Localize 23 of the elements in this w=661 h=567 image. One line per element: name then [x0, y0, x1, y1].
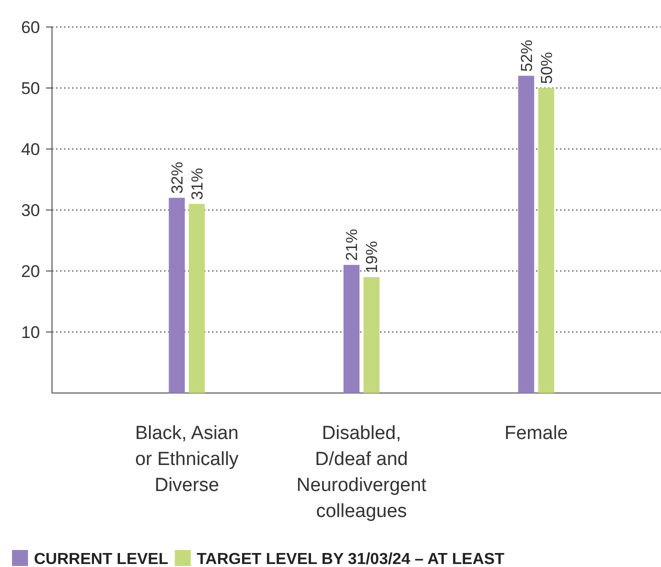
- legend-label: CURRENT LEVEL: [34, 551, 168, 567]
- data-label: 32%: [169, 162, 186, 194]
- y-tick-label: 40: [21, 140, 40, 159]
- bar: [364, 277, 380, 393]
- bar: [168, 198, 185, 393]
- x-tick-label: Black, Asian or Ethnically Diverse: [135, 423, 240, 496]
- y-tick-label: 20: [21, 262, 40, 281]
- bar: [344, 264, 360, 393]
- bar: [538, 88, 554, 393]
- bar: [518, 76, 534, 393]
- data-label: 50%: [538, 52, 556, 84]
- x-tick-label: Female: [504, 423, 568, 444]
- data-label: 21%: [344, 228, 362, 261]
- bar: [188, 204, 205, 393]
- y-tick-label: 30: [21, 200, 40, 220]
- y-tick-label: 50: [21, 78, 40, 98]
- y-tick-label: 60: [21, 18, 40, 37]
- y-tick-label: 10: [21, 322, 40, 342]
- data-label: 52%: [518, 40, 536, 72]
- x-tick-label: Disabled, D/deaf and Neurodivergent colleagues: [296, 423, 428, 522]
- legend-label: TARGET LEVEL BY 31/03/24 – AT LEAST: [196, 551, 505, 567]
- data-label: 19%: [364, 241, 382, 274]
- data-label: 31%: [189, 168, 206, 200]
